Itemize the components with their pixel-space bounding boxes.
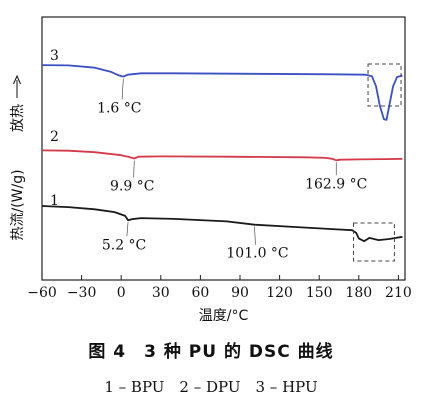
annotation-leader [133,160,135,178]
figure-caption-title: 图 4 3 种 PU 的 DSC 曲线 [88,342,334,362]
plot-frame [41,16,406,281]
annotation-label: 5.2 °C [102,237,146,253]
x-tick-label: −60 [27,285,57,301]
series-3-label: 3 [50,48,59,64]
annotation-label: 9.9 °C [110,179,154,195]
annotation-label: 162.9 °C [305,176,367,192]
annotation-leader [126,222,129,237]
x-tick-label: 0 [117,285,126,301]
exotherm-label: 放热 [10,104,26,132]
x-tick-label: 210 [385,285,412,301]
dsc-chart: −60 −30 0 30 60 90 120 150 180 210 温度/°C 热流/(W/g) 放热… [10,16,412,324]
x-tick-label: 30 [152,285,170,301]
series-1-label: 1 [50,193,59,209]
x-axis-label: 温度/°C [199,308,249,324]
x-tick-label: 180 [345,285,372,301]
x-tick-label: 90 [231,285,249,301]
x-tick-label: 120 [266,285,293,301]
series-2-label: 2 [50,129,59,145]
annotation-leader [254,226,256,245]
x-tick-label: 150 [306,285,333,301]
highlight-box-series-1 [353,222,395,262]
x-tick-label: −30 [67,285,97,301]
annotation-label: 101.0 °C [226,246,288,262]
highlight-box-series-3 [367,63,402,107]
exotherm-arrow-head [13,74,21,85]
series-2-line [41,149,403,162]
y-axis-label: 热流/(W/g) [10,169,26,240]
series-1-line [41,205,403,243]
series-3-line [41,64,403,121]
figure-caption-legend: 1 – BPU 2 – DPU 3 – HPU [104,378,318,396]
x-tick-label: 60 [191,285,209,301]
annotation-leader [121,78,124,100]
annotation-label: 1.6 °C [97,101,141,117]
